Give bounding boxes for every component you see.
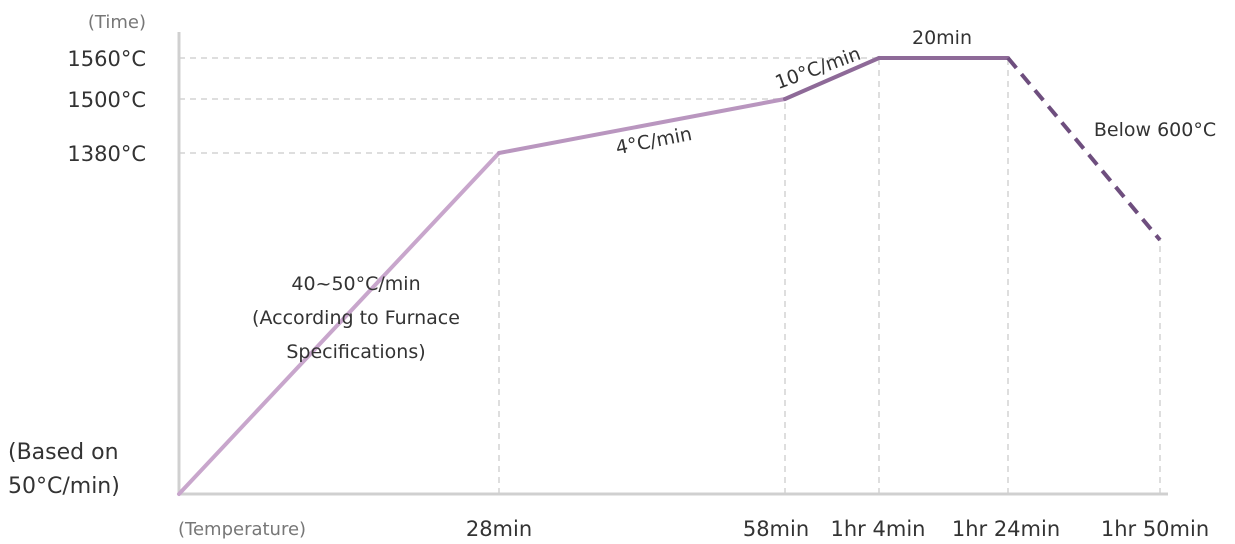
hold-time-label: 20min xyxy=(912,27,972,49)
y-axis-title: (Time) xyxy=(88,12,146,33)
heat-rate-1-line-2: (According to Furnace xyxy=(252,307,460,329)
cooling-label: Below 600°C xyxy=(1094,119,1216,141)
x-tick-label: 1hr 50min xyxy=(1101,517,1209,541)
x-tick-label: 1hr 4min xyxy=(831,517,926,541)
y-tick-label: 1500°C xyxy=(67,88,146,112)
curve-segment-5 xyxy=(1006,56,1162,242)
y-tick-label: 1380°C xyxy=(67,142,146,166)
curve-segment-1 xyxy=(177,151,501,496)
y-tick-label: 1560°C xyxy=(67,47,146,71)
baseline-note-line-1: (Based on xyxy=(8,440,119,465)
heat-rate-1-line-1: 40~50°C/min xyxy=(291,273,420,295)
x-tick-label: 28min xyxy=(466,517,532,541)
curve-segment-2 xyxy=(497,97,787,155)
x-tick-label: 1hr 24min xyxy=(952,517,1060,541)
curve-segment-3 xyxy=(783,56,881,101)
axes xyxy=(177,32,1168,496)
x-tick-label: 58min xyxy=(743,517,809,541)
y-tick-labels: 1380°C 1500°C 1560°C xyxy=(67,47,146,166)
grid-lines xyxy=(179,57,1161,494)
firing-curve xyxy=(177,56,1162,496)
baseline-note-line-2: 50°C/min) xyxy=(8,474,120,499)
heat-rate-1-line-3: Specifications) xyxy=(286,341,425,363)
x-axis-title: (Temperature) xyxy=(178,519,306,540)
x-tick-labels: 28min 58min 1hr 4min 1hr 24min 1hr 50min xyxy=(466,517,1209,541)
